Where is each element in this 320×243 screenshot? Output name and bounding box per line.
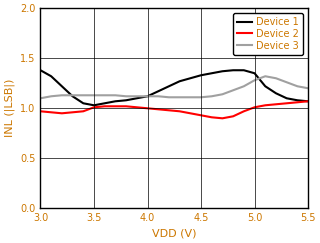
Device 3: [199, 96, 203, 99]
Device 2: [210, 116, 214, 119]
Device 2: [252, 106, 256, 109]
Device 2: [274, 103, 278, 106]
Device 3: [220, 93, 224, 96]
Device 1: [114, 100, 117, 103]
Device 3: [295, 85, 299, 88]
Device 1: [92, 104, 96, 107]
Device 3: [263, 75, 267, 78]
Legend: Device 1, Device 2, Device 3: Device 1, Device 2, Device 3: [233, 13, 303, 55]
Device 1: [135, 97, 139, 100]
Device 1: [60, 85, 64, 88]
Device 3: [178, 96, 181, 99]
Device 3: [92, 94, 96, 97]
Device 2: [199, 114, 203, 117]
Device 3: [114, 94, 117, 97]
Device 1: [188, 77, 192, 80]
Device 2: [178, 110, 181, 113]
Device 2: [135, 106, 139, 109]
Device 3: [285, 81, 289, 84]
Device 2: [81, 110, 85, 113]
Device 2: [263, 104, 267, 107]
Device 2: [49, 111, 53, 114]
Device 1: [49, 75, 53, 78]
Device 3: [210, 95, 214, 98]
Device 1: [178, 80, 181, 83]
Device 1: [38, 69, 42, 72]
Device 1: [263, 85, 267, 88]
Line: Device 1: Device 1: [40, 70, 308, 105]
Device 1: [156, 90, 160, 93]
Device 1: [81, 102, 85, 105]
Device 1: [252, 72, 256, 75]
Device 3: [188, 96, 192, 99]
Device 3: [306, 87, 310, 90]
Device 2: [114, 105, 117, 108]
Device 2: [285, 102, 289, 105]
Device 2: [242, 110, 246, 113]
Device 3: [146, 95, 149, 98]
Device 1: [210, 72, 214, 75]
Device 2: [220, 117, 224, 120]
Device 2: [306, 100, 310, 103]
Device 1: [295, 99, 299, 102]
Device 2: [38, 110, 42, 113]
Device 3: [156, 95, 160, 98]
Device 2: [231, 115, 235, 118]
Device 3: [71, 94, 75, 97]
X-axis label: VDD (V): VDD (V): [152, 229, 196, 239]
Device 2: [188, 112, 192, 115]
Device 2: [156, 108, 160, 111]
Device 3: [135, 95, 139, 98]
Device 2: [60, 112, 64, 115]
Device 1: [71, 95, 75, 98]
Device 3: [49, 95, 53, 98]
Device 1: [231, 69, 235, 72]
Device 2: [295, 101, 299, 104]
Device 3: [274, 77, 278, 80]
Device 3: [242, 85, 246, 88]
Device 3: [231, 89, 235, 92]
Device 1: [306, 100, 310, 103]
Device 3: [124, 95, 128, 98]
Device 1: [242, 69, 246, 72]
Device 2: [103, 105, 107, 108]
Device 2: [146, 107, 149, 110]
Device 2: [167, 109, 171, 112]
Device 1: [103, 102, 107, 105]
Device 1: [124, 99, 128, 102]
Device 1: [220, 70, 224, 73]
Line: Device 2: Device 2: [40, 101, 308, 118]
Device 1: [274, 92, 278, 95]
Device 1: [167, 85, 171, 88]
Device 2: [124, 105, 128, 108]
Y-axis label: INL (|LSB|): INL (|LSB|): [4, 79, 15, 138]
Device 3: [81, 94, 85, 97]
Device 3: [103, 94, 107, 97]
Device 3: [60, 94, 64, 97]
Device 2: [71, 111, 75, 114]
Device 3: [167, 96, 171, 99]
Line: Device 3: Device 3: [40, 76, 308, 98]
Device 3: [252, 79, 256, 82]
Device 3: [38, 97, 42, 100]
Device 1: [199, 74, 203, 77]
Device 1: [146, 95, 149, 98]
Device 2: [92, 106, 96, 109]
Device 1: [285, 97, 289, 100]
